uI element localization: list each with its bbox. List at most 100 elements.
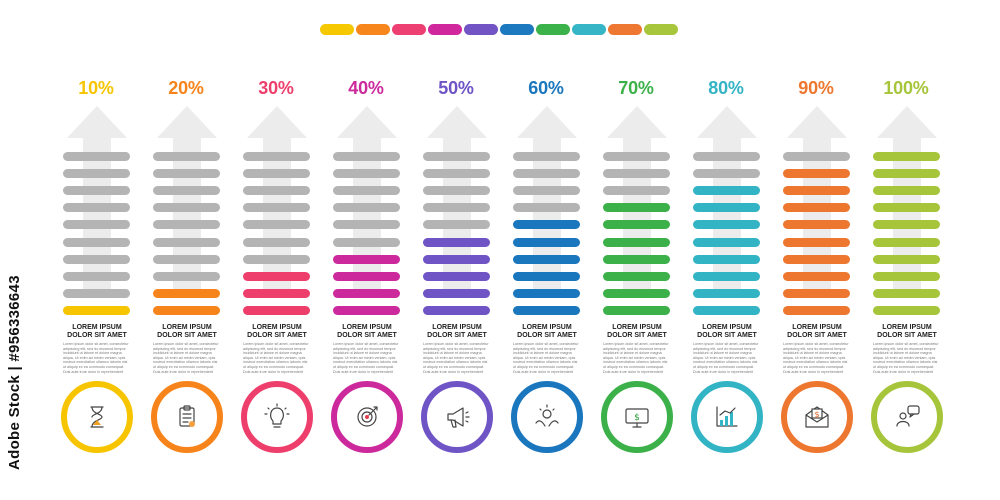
level-bar [423, 186, 490, 196]
progress-column: 50% LOREM IPSUM DOLOR SIT AMET Lorem ipsum… [421, 0, 501, 500]
level-bar [333, 237, 400, 247]
strip-segment [464, 24, 498, 35]
column-title: LOREM IPSUM DOLOR SIT AMET [787, 324, 847, 339]
color-strip [320, 24, 680, 35]
svg-text:$: $ [814, 410, 819, 419]
level-bar [693, 169, 760, 179]
percent-label: 90% [798, 78, 834, 98]
level-bar [153, 220, 220, 230]
level-bar [333, 220, 400, 230]
level-bar [423, 203, 490, 213]
level-bar [333, 271, 400, 281]
icon-circle [511, 381, 583, 453]
level-bar [243, 152, 310, 161]
progress-column: 70% LOREM IPSUM DOLOR SIT AMET Lorem ipsum… [601, 0, 681, 500]
percent-label: 50% [438, 78, 474, 98]
level-bar [423, 169, 490, 179]
progress-column: 100% LOREM IPSUM DOLOR SIT AMET Lorem ipsu… [871, 0, 951, 500]
level-bar [873, 186, 940, 196]
level-bar [63, 186, 130, 196]
level-bar [693, 220, 760, 230]
column-title: LOREM IPSUM DOLOR SIT AMET [517, 324, 577, 339]
icon-circle [871, 381, 943, 453]
strip-segment [392, 24, 426, 35]
up-arrow-icon [877, 106, 937, 296]
level-bar [153, 186, 220, 196]
level-bar [63, 271, 130, 281]
level-bar [693, 203, 760, 213]
level-bar [63, 237, 130, 247]
column-description: Lorem ipsum dolor sit amet, consectetur … [693, 342, 759, 374]
up-arrow-icon [697, 106, 757, 296]
level-bar [783, 220, 850, 230]
icon-circle [61, 381, 133, 453]
level-bar [333, 152, 400, 161]
column-description: Lorem ipsum dolor sit amet, consectetur … [603, 342, 669, 374]
column-title: LOREM IPSUM DOLOR SIT AMET [157, 324, 217, 339]
level-bar [693, 288, 760, 298]
strip-segment [644, 24, 678, 35]
level-bar [423, 254, 490, 264]
level-bar [603, 152, 670, 161]
level-bar [783, 254, 850, 264]
up-arrow-icon [427, 106, 487, 296]
up-arrow-icon [67, 106, 127, 296]
level-bar [423, 220, 490, 230]
level-bar [63, 203, 130, 213]
level-bar [873, 152, 940, 161]
level-bar [603, 186, 670, 196]
column-description: Lorem ipsum dolor sit amet, consectetur … [333, 342, 399, 374]
column-description: Lorem ipsum dolor sit amet, consectetur … [153, 342, 219, 374]
level-bar [783, 237, 850, 247]
strip-segment [356, 24, 390, 35]
icon-circle: $ [781, 381, 853, 453]
column-title: LOREM IPSUM DOLOR SIT AMET [427, 324, 487, 339]
percent-label: 10% [78, 78, 114, 98]
level-bar [603, 203, 670, 213]
column-description: Lorem ipsum dolor sit amet, consectetur … [513, 342, 579, 374]
up-arrow-icon [247, 106, 307, 296]
column-title: LOREM IPSUM DOLOR SIT AMET [877, 324, 937, 339]
level-bar [513, 237, 580, 247]
level-bar [63, 288, 130, 298]
up-arrow-icon [517, 106, 577, 296]
hourglass-icon [90, 406, 104, 428]
percent-label: 60% [528, 78, 564, 98]
level-bar [153, 169, 220, 179]
level-bar [243, 220, 310, 230]
level-bar [243, 237, 310, 247]
level-bar [333, 169, 400, 179]
level-bar [333, 203, 400, 213]
level-bar [153, 288, 220, 298]
level-bar [873, 271, 940, 281]
chat-user-icon [896, 405, 920, 427]
level-bar [513, 254, 580, 264]
strip-segment [500, 24, 534, 35]
level-bar [603, 169, 670, 179]
icon-circle: $ [601, 381, 673, 453]
level-bar [63, 169, 130, 179]
level-bar [423, 305, 490, 315]
level-bar [603, 271, 670, 281]
column-title: LOREM IPSUM DOLOR SIT AMET [697, 324, 757, 339]
level-bar [423, 271, 490, 281]
svg-text:$: $ [634, 413, 640, 423]
column-title: LOREM IPSUM DOLOR SIT AMET [67, 324, 127, 339]
level-bar [423, 152, 490, 161]
megaphone-icon [447, 407, 470, 428]
icon-circle [151, 381, 223, 453]
level-bar [693, 305, 760, 315]
progress-column: 60% LOREM IPSUM DOLOR SIT AMET Lorem ipsum… [511, 0, 591, 500]
strip-segment [608, 24, 642, 35]
strip-segment [536, 24, 570, 35]
level-bar [873, 305, 940, 315]
percent-label: 40% [348, 78, 384, 98]
hands-idea-icon [535, 404, 559, 427]
level-bar [603, 237, 670, 247]
level-bar [63, 152, 130, 161]
level-bar [423, 237, 490, 247]
strip-segment [428, 24, 462, 35]
monitor-dollar-icon: $ [625, 408, 649, 428]
level-bar [243, 271, 310, 281]
level-bar [243, 203, 310, 213]
